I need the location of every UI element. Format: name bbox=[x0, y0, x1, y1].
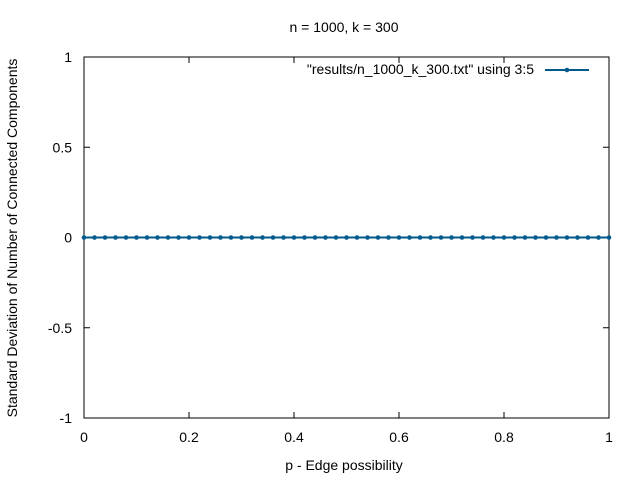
y-tick-label: 0.5 bbox=[53, 139, 73, 155]
data-point bbox=[176, 235, 181, 240]
data-point bbox=[491, 235, 496, 240]
data-point bbox=[92, 235, 97, 240]
data-point bbox=[375, 235, 381, 240]
data-point bbox=[417, 235, 423, 240]
data-point bbox=[606, 235, 612, 240]
data-point bbox=[228, 235, 234, 240]
data-point bbox=[270, 235, 276, 240]
data-point bbox=[564, 235, 570, 240]
data-point bbox=[239, 235, 244, 240]
data-point bbox=[459, 235, 465, 240]
data-point bbox=[249, 235, 255, 240]
data-point bbox=[344, 235, 349, 240]
data-point bbox=[312, 235, 318, 240]
legend: "results/n_1000_k_300.txt" using 3:5 bbox=[307, 61, 589, 77]
x-tick-label: 0 bbox=[80, 429, 88, 445]
data-point bbox=[291, 235, 297, 240]
x-tick-label: 0.8 bbox=[494, 429, 514, 445]
x-axis-label: p - Edge possibility bbox=[285, 457, 403, 473]
data-point bbox=[407, 235, 412, 240]
data-point bbox=[533, 235, 538, 240]
data-point bbox=[365, 235, 370, 240]
data-point bbox=[113, 235, 118, 240]
data-point bbox=[501, 235, 507, 240]
data-point bbox=[281, 235, 286, 240]
data-point bbox=[354, 235, 360, 240]
x-tick-label: 1 bbox=[605, 429, 613, 445]
legend-entry-label: "results/n_1000_k_300.txt" using 3:5 bbox=[307, 61, 534, 77]
data-point bbox=[554, 235, 559, 240]
data-point bbox=[81, 235, 87, 240]
data-point bbox=[102, 235, 108, 240]
data-point bbox=[155, 235, 160, 240]
data-point bbox=[396, 235, 402, 240]
data-point bbox=[470, 235, 475, 240]
data-point bbox=[575, 235, 580, 240]
axis-ticks: 0 0.2 0.4 0.6 0.8 1 1 0.5 0 -0.5 -1 bbox=[48, 49, 613, 445]
data-point bbox=[186, 235, 192, 240]
data-point bbox=[480, 235, 486, 240]
y-tick-label: 0 bbox=[64, 230, 72, 246]
data-point bbox=[585, 235, 591, 240]
y-axis-label: Standard Deviation of Number of Connecte… bbox=[4, 59, 20, 418]
data-point bbox=[144, 235, 150, 240]
x-tick-label: 0.6 bbox=[389, 429, 409, 445]
data-point bbox=[197, 235, 202, 240]
data-point bbox=[134, 235, 139, 240]
data-point bbox=[522, 235, 528, 240]
data-point bbox=[449, 235, 454, 240]
data-point bbox=[512, 235, 517, 240]
legend-point-sample bbox=[564, 67, 570, 73]
y-tick-label: -1 bbox=[60, 410, 73, 426]
data-point bbox=[596, 235, 601, 240]
data-point bbox=[543, 235, 549, 240]
data-point bbox=[165, 235, 171, 240]
data-point bbox=[302, 235, 307, 240]
data-point bbox=[123, 235, 129, 240]
y-tick-label: 1 bbox=[64, 49, 72, 65]
chart-title: n = 1000, k = 300 bbox=[290, 19, 399, 35]
data-point bbox=[218, 235, 223, 240]
data-point bbox=[333, 235, 339, 240]
data-point bbox=[428, 235, 433, 240]
x-tick-label: 0.4 bbox=[284, 429, 304, 445]
series-layer bbox=[81, 235, 612, 240]
y-tick-label: -0.5 bbox=[48, 320, 72, 336]
data-point bbox=[260, 235, 265, 240]
x-tick-label: 0.2 bbox=[179, 429, 199, 445]
data-point bbox=[438, 235, 444, 240]
data-point bbox=[323, 235, 328, 240]
data-point bbox=[207, 235, 213, 240]
data-point bbox=[386, 235, 391, 240]
